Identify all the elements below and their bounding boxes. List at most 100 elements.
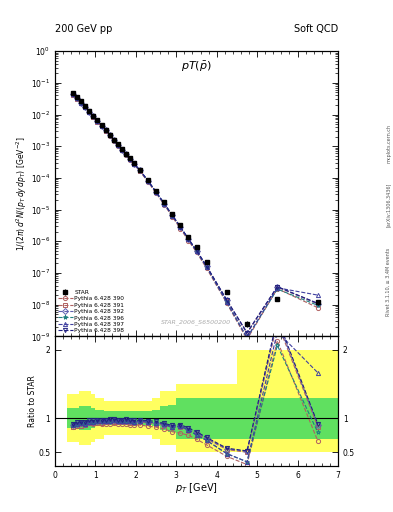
- Pythia 6.428 391: [75, 95, 80, 101]
- Pythia 6.428 392: [186, 236, 191, 242]
- Pythia 6.428 391: [95, 118, 100, 124]
- Pythia 6.428 391: [99, 123, 104, 129]
- Pythia 6.428 390: [91, 114, 96, 120]
- Pythia 6.428 396: [194, 248, 199, 254]
- Pythia 6.428 397: [154, 189, 158, 195]
- Pythia 6.428 397: [245, 335, 250, 341]
- Pythia 6.428 392: [75, 95, 80, 101]
- Pythia 6.428 397: [204, 264, 209, 270]
- Pythia 6.428 396: [119, 146, 124, 153]
- X-axis label: $p_T$ [GeV]: $p_T$ [GeV]: [175, 481, 218, 495]
- Pythia 6.428 390: [224, 300, 229, 306]
- Pythia 6.428 397: [127, 156, 132, 162]
- Pythia 6.428 397: [71, 92, 75, 98]
- Line: Pythia 6.428 390: Pythia 6.428 390: [71, 93, 320, 342]
- Pythia 6.428 391: [132, 161, 136, 167]
- Pythia 6.428 396: [107, 132, 112, 138]
- Pythia 6.428 392: [170, 212, 174, 219]
- Pythia 6.428 396: [162, 201, 167, 207]
- Pythia 6.428 392: [111, 137, 116, 143]
- Pythia 6.428 390: [194, 249, 199, 255]
- Pythia 6.428 396: [316, 302, 320, 308]
- Pythia 6.428 391: [91, 114, 96, 120]
- Pythia 6.428 396: [275, 286, 280, 292]
- Pythia 6.428 397: [99, 123, 104, 129]
- Line: Pythia 6.428 392: Pythia 6.428 392: [71, 92, 320, 335]
- Pythia 6.428 398: [103, 127, 108, 133]
- Text: 200 GeV pp: 200 GeV pp: [55, 24, 112, 34]
- Pythia 6.428 396: [224, 299, 229, 305]
- Pythia 6.428 396: [123, 151, 128, 157]
- Pythia 6.428 391: [83, 104, 88, 110]
- Pythia 6.428 392: [178, 224, 183, 230]
- Pythia 6.428 391: [162, 201, 167, 207]
- Pythia 6.428 390: [75, 95, 80, 101]
- Pythia 6.428 392: [123, 151, 128, 157]
- Pythia 6.428 392: [146, 178, 151, 184]
- Pythia 6.428 390: [127, 157, 132, 163]
- Pythia 6.428 396: [103, 127, 108, 134]
- Pythia 6.428 391: [186, 236, 191, 242]
- Pythia 6.428 397: [170, 212, 174, 219]
- Pythia 6.428 390: [103, 128, 108, 134]
- Pythia 6.428 397: [95, 118, 100, 124]
- Pythia 6.428 390: [178, 226, 183, 232]
- Pythia 6.428 391: [316, 301, 320, 307]
- Pythia 6.428 390: [107, 133, 112, 139]
- Pythia 6.428 391: [111, 137, 116, 143]
- Pythia 6.428 396: [115, 142, 120, 148]
- Text: Soft QCD: Soft QCD: [294, 24, 338, 34]
- Pythia 6.428 390: [146, 179, 151, 185]
- Pythia 6.428 392: [91, 113, 96, 119]
- Pythia 6.428 398: [138, 167, 142, 173]
- Pythia 6.428 397: [119, 146, 124, 153]
- Pythia 6.428 398: [316, 300, 320, 306]
- Pythia 6.428 391: [138, 167, 142, 174]
- Pythia 6.428 392: [194, 247, 199, 253]
- Pythia 6.428 398: [127, 156, 132, 162]
- Pythia 6.428 391: [107, 132, 112, 138]
- Pythia 6.428 397: [186, 236, 191, 242]
- Pythia 6.428 396: [79, 99, 84, 105]
- Pythia 6.428 398: [245, 330, 250, 336]
- Pythia 6.428 391: [204, 263, 209, 269]
- Pythia 6.428 390: [138, 168, 142, 175]
- Pythia 6.428 390: [132, 161, 136, 167]
- Pythia 6.428 398: [123, 151, 128, 157]
- Pythia 6.428 390: [123, 152, 128, 158]
- Pythia 6.428 398: [83, 103, 88, 110]
- Pythia 6.428 392: [224, 297, 229, 303]
- Text: mcplots.cern.ch: mcplots.cern.ch: [386, 124, 391, 163]
- Pythia 6.428 391: [87, 109, 92, 115]
- Pythia 6.428 390: [115, 142, 120, 148]
- Pythia 6.428 398: [224, 297, 229, 303]
- Pythia 6.428 391: [79, 100, 84, 106]
- Pythia 6.428 396: [186, 236, 191, 242]
- Pythia 6.428 390: [95, 118, 100, 124]
- Pythia 6.428 391: [224, 297, 229, 304]
- Pythia 6.428 397: [146, 178, 151, 184]
- Pythia 6.428 398: [87, 109, 92, 115]
- Pythia 6.428 397: [111, 137, 116, 143]
- Pythia 6.428 397: [132, 160, 136, 166]
- Pythia 6.428 390: [204, 265, 209, 271]
- Pythia 6.428 390: [79, 100, 84, 106]
- Pythia 6.428 392: [316, 301, 320, 307]
- Pythia 6.428 397: [83, 104, 88, 110]
- Text: Rivet 3.1.10, ≥ 3.4M events: Rivet 3.1.10, ≥ 3.4M events: [386, 247, 391, 316]
- Pythia 6.428 391: [119, 147, 124, 153]
- Pythia 6.428 397: [115, 142, 120, 148]
- Pythia 6.428 397: [103, 127, 108, 134]
- Pythia 6.428 392: [79, 99, 84, 105]
- Pythia 6.428 391: [115, 142, 120, 148]
- Text: STAR_2006_S6500200: STAR_2006_S6500200: [162, 319, 231, 325]
- Pythia 6.428 398: [99, 122, 104, 129]
- Pythia 6.428 396: [138, 167, 142, 174]
- Pythia 6.428 398: [146, 178, 151, 184]
- Pythia 6.428 398: [186, 236, 191, 242]
- Pythia 6.428 392: [127, 156, 132, 162]
- Text: [arXiv:1306.3436]: [arXiv:1306.3436]: [386, 183, 391, 227]
- Pythia 6.428 398: [154, 189, 158, 195]
- Pythia 6.428 396: [83, 104, 88, 110]
- Pythia 6.428 390: [119, 147, 124, 153]
